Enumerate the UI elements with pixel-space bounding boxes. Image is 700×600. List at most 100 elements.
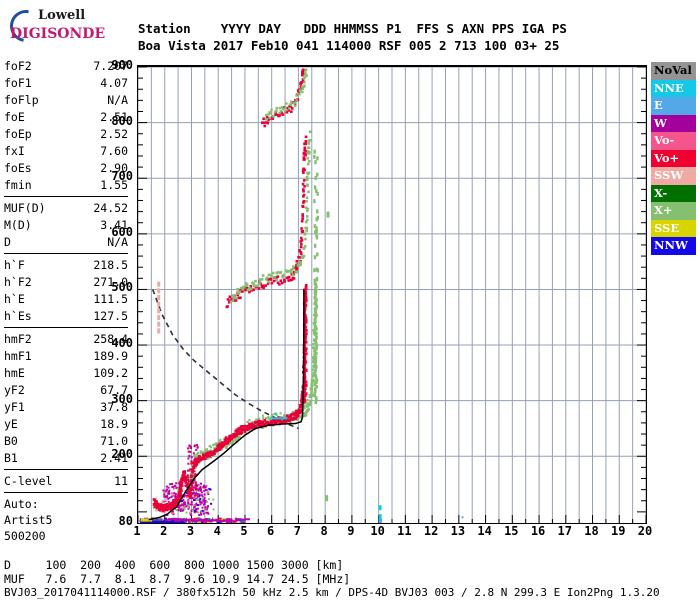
- parameter-key: hmF2: [4, 332, 32, 346]
- parameter-key: yE: [4, 417, 18, 431]
- x-axis-tick-14: 14: [477, 524, 492, 538]
- parameter-value: 109.2: [93, 366, 128, 380]
- parameter-row: C-level 11: [4, 473, 128, 490]
- parameter-row: foEs 2.90: [4, 160, 128, 177]
- parameter-row: MUF(D) 24.52: [4, 200, 128, 217]
- legend-item-x-[interactable]: X-: [651, 184, 696, 202]
- footer-file-row: BVJ03_2017041114000.RSF / 380fx512h 50 k…: [4, 586, 660, 599]
- parameter-group: foF2 7.207 foF1 4.07 foFlp N/A foE 2.51 foEp 2.52…: [4, 58, 128, 197]
- parameter-row: D N/A: [4, 234, 128, 251]
- parameter-row: B0 71.0: [4, 433, 128, 450]
- parameter-key: D: [4, 235, 11, 249]
- parameter-value: 2.90: [100, 161, 128, 175]
- parameter-value: 127.5: [93, 309, 128, 323]
- parameter-key: foEs: [4, 161, 32, 175]
- parameter-value: 1.55: [100, 178, 128, 192]
- x-axis-tick-18: 18: [584, 524, 599, 538]
- y-axis-labels: 200 300 400 500 600 700 800 900 80: [97, 59, 133, 527]
- parameter-row: h`F2 271.0: [4, 274, 128, 291]
- legend-item-x-[interactable]: X+: [651, 202, 696, 220]
- logo-brand-top: Lowell: [38, 8, 86, 23]
- y-axis-tick-300: 300: [111, 391, 133, 406]
- parameter-row: h`E 111.5: [4, 291, 128, 308]
- parameter-value: N/A: [107, 93, 128, 107]
- x-axis-tick-3: 3: [186, 524, 195, 538]
- parameter-row: B1 2.41: [4, 450, 128, 467]
- parameter-value: 67.7: [100, 383, 128, 397]
- parameter-key: hmE: [4, 366, 25, 380]
- header-labels-row: Station YYYY DAY DDD HHMMSS P1 FFS S AXN…: [138, 21, 567, 36]
- ionogram-plot[interactable]: [137, 65, 647, 524]
- parameter-value: 4.07: [100, 76, 128, 90]
- parameter-group: C-level 11: [4, 473, 128, 493]
- x-axis-tick-2: 2: [160, 524, 168, 538]
- x-axis-tick-1: 1: [133, 524, 141, 538]
- x-axis-tick-16: 16: [530, 524, 546, 538]
- x-axis-tick-17: 17: [557, 524, 572, 538]
- station-header: Station YYYY DAY DDD HHMMSS P1 FFS S AXN…: [138, 20, 658, 54]
- parameter-row: yF2 67.7: [4, 382, 128, 399]
- polarization-direction-legend: NoVal NNE E W Vo- Vo+ SSW X- X+ SSE NNW: [651, 62, 696, 255]
- parameter-key: yF1: [4, 400, 25, 414]
- parameter-value: 18.9: [100, 417, 128, 431]
- parameter-key: h`Es: [4, 309, 32, 323]
- y-axis-tick-80: 80: [118, 514, 133, 528]
- auto-scaler-line: 500200: [4, 529, 46, 543]
- footer-info: D 100 200 400 600 800 1000 1500 3000 [km…: [4, 558, 698, 600]
- parameter-key: B1: [4, 451, 18, 465]
- x-axis-tick-9: 9: [347, 524, 355, 538]
- parameter-value: 271.0: [93, 275, 128, 289]
- y-axis-tick-600: 600: [111, 224, 133, 239]
- parameter-key: foFlp: [4, 93, 39, 107]
- lowell-digisonde-logo: Lowell DIGISONDE: [3, 3, 128, 49]
- parameter-value: 37.8: [100, 400, 128, 414]
- parameter-key: M(D): [4, 218, 32, 232]
- x-axis-tick-20: 20: [637, 524, 653, 538]
- parameter-key: fxI: [4, 144, 25, 158]
- parameter-key: foF2: [4, 59, 32, 73]
- auto-scaler-info: Auto: Artist5 500200: [4, 496, 128, 546]
- parameter-row: foEp 2.52: [4, 126, 128, 143]
- parameter-row: M(D) 3.41: [4, 217, 128, 234]
- legend-item-sse[interactable]: SSE: [651, 219, 696, 237]
- legend-item-nne[interactable]: NNE: [651, 79, 696, 97]
- x-axis-tick-13: 13: [450, 524, 466, 538]
- parameter-key: foEp: [4, 127, 32, 141]
- legend-item-noval[interactable]: NoVal: [651, 62, 696, 80]
- legend-item-ssw[interactable]: SSW: [651, 167, 696, 185]
- parameter-value: 11: [114, 474, 128, 488]
- y-axis-tick-200: 200: [111, 447, 133, 462]
- parameter-row: h`Es 127.5: [4, 308, 128, 325]
- parameter-row: hmF1 189.9: [4, 348, 128, 365]
- parameter-row: hmE 109.2: [4, 365, 128, 382]
- footer-distance-row: D 100 200 400 600 800 1000 1500 3000 [km…: [4, 558, 344, 572]
- parameter-key: h`F: [4, 258, 25, 272]
- auto-scaler-line: Artist5: [4, 513, 53, 527]
- parameter-value: 2.41: [100, 451, 128, 465]
- x-axis-tick-19: 19: [611, 524, 626, 538]
- parameter-key: yF2: [4, 383, 25, 397]
- parameter-row: foF1 4.07: [4, 75, 128, 92]
- x-axis-tick-8: 8: [320, 524, 328, 538]
- y-axis-tick-500: 500: [111, 280, 133, 295]
- legend-item-nnw[interactable]: NNW: [651, 237, 696, 255]
- parameter-value: 71.0: [100, 434, 128, 448]
- parameter-row: foFlp N/A: [4, 92, 128, 109]
- x-axis-tick-10: 10: [370, 524, 385, 538]
- parameter-value: N/A: [107, 235, 128, 249]
- x-axis-tick-7: 7: [293, 524, 302, 538]
- legend-item-e[interactable]: E: [651, 97, 696, 115]
- x-axis-tick-5: 5: [240, 524, 248, 538]
- legend-item-vo-[interactable]: Vo-: [651, 132, 696, 150]
- ionospheric-parameters-panel: foF2 7.207 foF1 4.07 foFlp N/A foE 2.51 foEp 2.52…: [4, 58, 128, 549]
- parameter-key: foF1: [4, 76, 32, 90]
- parameter-key: MUF(D): [4, 201, 46, 215]
- auto-scaler-line: Auto:: [4, 497, 39, 511]
- x-axis-tick-6: 6: [267, 524, 275, 538]
- legend-item-w[interactable]: W: [651, 114, 696, 132]
- parameter-row: fmin 1.55: [4, 177, 128, 194]
- legend-item-vo-[interactable]: Vo+: [651, 149, 696, 167]
- ionogram-canvas: [138, 67, 646, 523]
- y-axis-tick-700: 700: [111, 169, 133, 184]
- parameter-value: 7.207: [93, 59, 128, 73]
